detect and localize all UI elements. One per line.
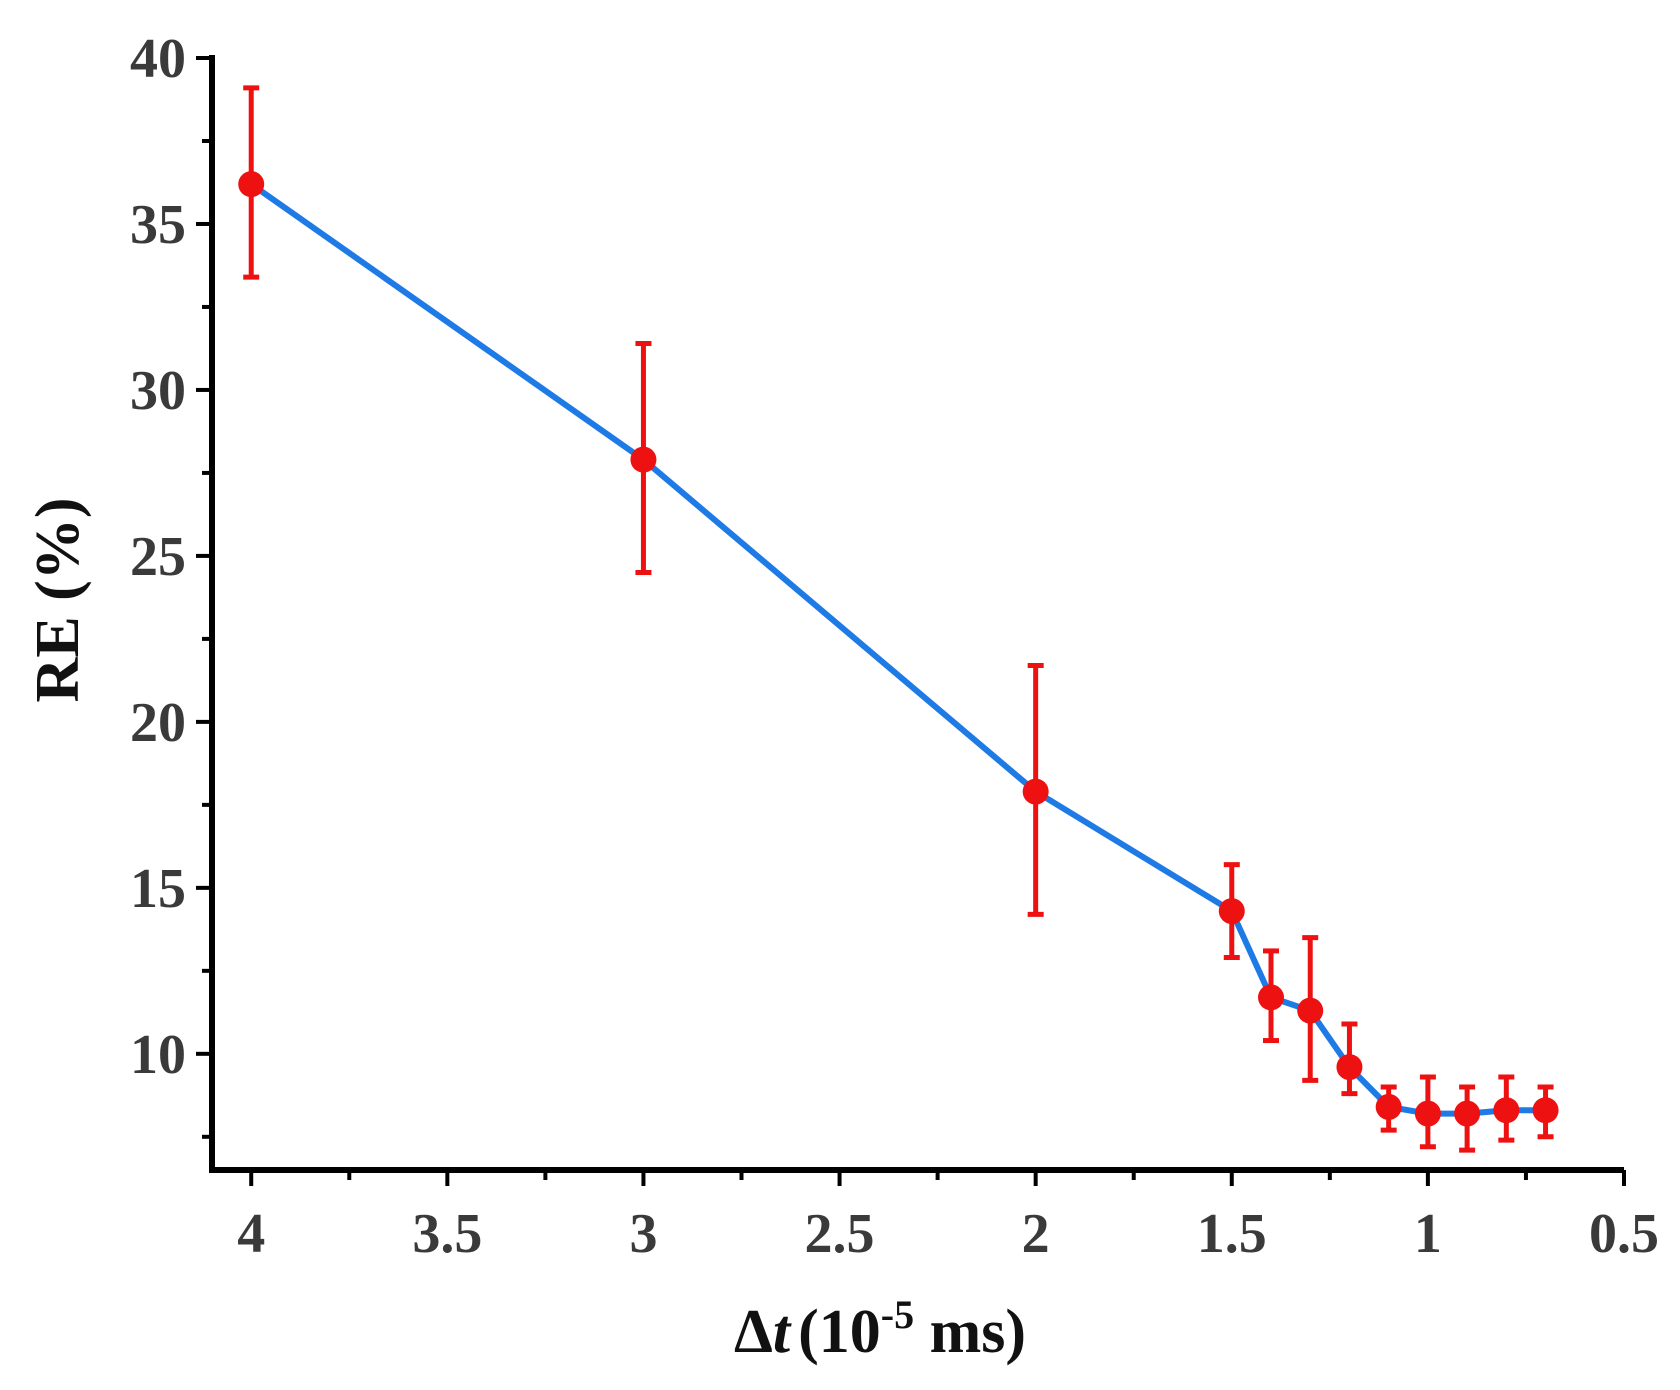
x-axis-ticks: 4 3.5 3 2.5 2 1.5 1 0.5: [237, 1170, 1659, 1265]
y-axis-ticks: 10 15 20 25 30 35 40: [130, 28, 212, 1139]
axes: [209, 55, 1624, 1173]
x-axis-title-unit-pre: (10: [798, 1298, 881, 1366]
series-line: [249, 181, 1546, 1117]
x-axis-title-symbol: Δ: [734, 1298, 773, 1366]
x-tick-label: 3: [629, 1203, 657, 1265]
x-axis-title-exponent: -5: [881, 1292, 914, 1337]
y-tick-label: 40: [130, 28, 186, 90]
data-point: [1375, 1093, 1402, 1120]
data-point: [1493, 1097, 1520, 1124]
data-point: [1297, 997, 1324, 1024]
x-tick-label: 3.5: [412, 1203, 482, 1265]
x-tick-label: 1: [1414, 1203, 1442, 1265]
series-group: [238, 85, 1559, 1153]
y-tick-label: 20: [130, 692, 186, 754]
x-tick-label: 1.5: [1197, 1203, 1267, 1265]
x-axis-title-variable: t: [773, 1298, 792, 1366]
x-tick-label: 0.5: [1589, 1203, 1659, 1265]
y-tick-label: 15: [130, 858, 186, 920]
data-point: [1336, 1054, 1363, 1081]
y-tick-label: 25: [130, 526, 186, 588]
y-tick-label: 30: [130, 360, 186, 422]
data-point: [1218, 898, 1245, 925]
data-point: [1414, 1100, 1441, 1127]
data-point: [1022, 778, 1049, 805]
x-tick-label: 2: [1022, 1203, 1050, 1265]
y-axis-title: RE (%): [24, 498, 92, 703]
data-point: [1258, 984, 1284, 1011]
data-point: [1532, 1097, 1559, 1124]
data-point: [630, 446, 657, 473]
x-axis-title-unit-post: ms): [914, 1298, 1026, 1366]
x-axis-title: Δt (10-5 ms): [734, 1292, 1026, 1366]
x-tick-label: 4: [237, 1203, 265, 1265]
y-tick-label: 10: [130, 1024, 186, 1086]
data-point: [238, 171, 265, 198]
y-tick-label: 35: [130, 194, 186, 256]
x-tick-label: 2.5: [805, 1203, 875, 1265]
data-point: [1454, 1100, 1481, 1127]
